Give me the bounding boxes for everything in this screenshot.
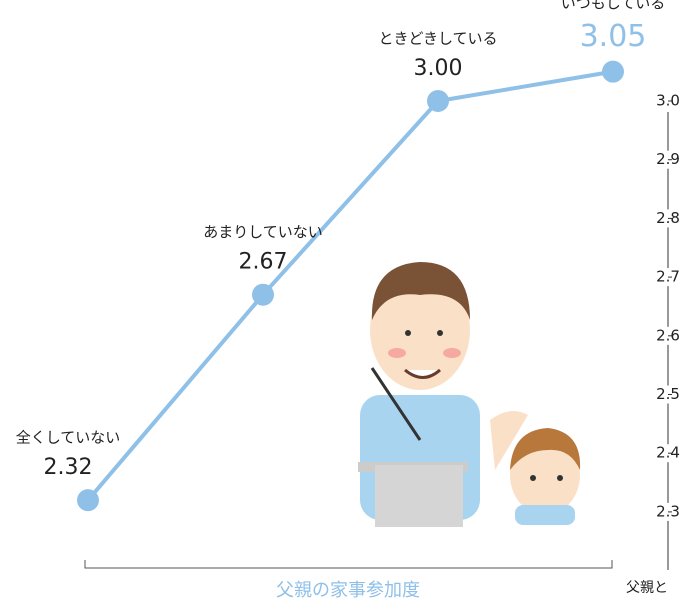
y-tick-bg	[652, 326, 682, 345]
y-tick-label: 2.3	[656, 502, 680, 520]
category-label: 全くしていない	[16, 429, 121, 447]
y-tick-label: 2.7	[656, 268, 680, 286]
value-label: 2.32	[44, 455, 93, 480]
point	[427, 90, 449, 112]
y-tick-bg	[652, 502, 682, 521]
y-tick-bg	[652, 444, 682, 463]
category-label: あまりしていない	[203, 223, 323, 241]
y-tick-label: 2.8	[656, 209, 680, 227]
y-tick-bg	[652, 150, 682, 169]
category-label: ときどきしている	[378, 30, 497, 48]
y-tick-label: 2.5	[656, 385, 680, 403]
category-label: いつもしている	[561, 0, 666, 12]
point	[602, 60, 624, 83]
y-tick-bg	[652, 92, 682, 110]
y-tick-bg	[652, 268, 682, 287]
line	[86, 69, 614, 502]
y-tick-label: 2.4	[656, 444, 680, 462]
value-label: 3.05	[580, 19, 647, 54]
y-tick-label: 2.6	[656, 326, 680, 344]
x-axis-label: 父親の家事参加度	[276, 580, 420, 601]
y-tick-label: 2.9	[656, 150, 680, 168]
x-bracket	[84, 560, 613, 569]
point	[252, 283, 274, 306]
illustration	[358, 262, 581, 527]
y-tick-bg	[652, 209, 682, 228]
value-label: 3.00	[414, 56, 463, 81]
y-tick-label: 3.0	[656, 92, 680, 110]
y-tick-bg	[652, 385, 682, 404]
point	[77, 489, 99, 512]
y-axis-label: 父親と	[626, 580, 668, 596]
value-label: 2.67	[239, 250, 288, 275]
